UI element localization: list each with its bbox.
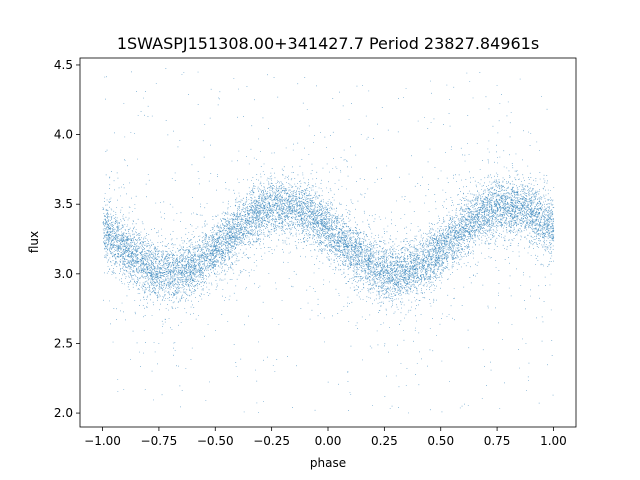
x-tick-label: 1.00 <box>540 434 567 448</box>
x-tick-label: −1.00 <box>84 434 121 448</box>
x-tick-label: 0.00 <box>315 434 342 448</box>
y-tick-label: 4.5 <box>54 58 73 72</box>
y-tick-label: 2.0 <box>54 406 73 420</box>
plot-frame <box>79 57 577 428</box>
y-axis: 2.0 2.5 3.0 3.5 4.0 4.5 <box>54 58 80 420</box>
x-tick-label: 0.25 <box>371 434 398 448</box>
x-tick-label: −0.50 <box>197 434 234 448</box>
y-tick-label: 3.0 <box>54 267 73 281</box>
y-tick-label: 4.0 <box>54 128 73 142</box>
x-tick-label: 0.50 <box>427 434 454 448</box>
chart-title: 1SWASPJ151308.00+341427.7 Period 23827.8… <box>117 34 539 53</box>
data-point <box>102 68 555 414</box>
y-tick-label: 3.5 <box>54 197 73 211</box>
x-tick-label: 0.75 <box>484 434 511 448</box>
x-axis: −1.00 −0.75 −0.50 −0.25 0.00 0.25 0.50 0.75 1.00 <box>84 427 567 448</box>
x-tick-label: −0.25 <box>253 434 290 448</box>
scatter-points <box>102 68 555 414</box>
y-tick-label: 2.5 <box>54 336 73 350</box>
y-axis-label: flux <box>27 231 41 253</box>
x-axis-label: phase <box>310 456 346 470</box>
x-tick-label: −0.75 <box>141 434 178 448</box>
